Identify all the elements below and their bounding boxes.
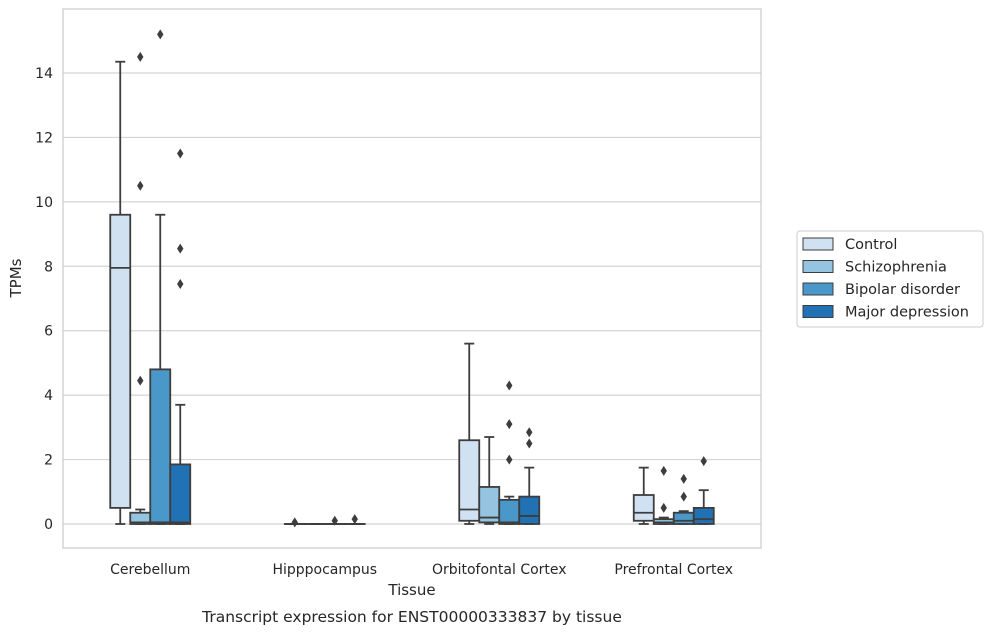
x-tick-label: Prefrontal Cortex: [614, 562, 733, 578]
plot-area-frame: [62, 8, 762, 549]
box-body: [672, 511, 695, 525]
y-tick-labels: 0 2 4 6 8 10 12 14: [35, 66, 53, 533]
y-tick-label: 12: [35, 130, 53, 146]
y-tick-label: 6: [44, 324, 53, 340]
legend-label: Control: [845, 237, 897, 253]
box-3-1: [652, 465, 675, 525]
box-marks: [109, 29, 715, 528]
grid-lines: [63, 72, 761, 525]
outlier-point: [680, 473, 687, 484]
outlier-point: [506, 419, 513, 430]
box-2-3: [518, 427, 541, 525]
box-2-0: [458, 342, 481, 525]
outlier-point: [291, 517, 298, 528]
box-2-2: [498, 380, 521, 525]
box-body: [458, 439, 481, 522]
outlier-point: [700, 456, 707, 467]
outlier-point: [177, 148, 184, 159]
y-tick-label: 4: [44, 388, 53, 404]
box-body: [518, 495, 541, 525]
legend-frame: [796, 230, 984, 328]
y-tick-label: 0: [44, 517, 53, 533]
box-body: [632, 494, 655, 522]
y-tick-label: 14: [35, 66, 53, 82]
legend-label: Schizophrenia: [845, 260, 947, 276]
box-3-2: [672, 473, 695, 525]
outlier-point: [680, 491, 687, 502]
outlier-point: [331, 515, 338, 526]
outlier-point: [660, 502, 667, 513]
outlier-point: [506, 380, 513, 391]
outlier-point: [660, 465, 667, 476]
box-body: [692, 506, 715, 525]
y-tick-label: 10: [35, 195, 53, 211]
box-body: [149, 368, 172, 525]
legend-swatch: [802, 305, 834, 318]
box-body: [169, 463, 192, 525]
box-body: [498, 498, 521, 525]
y-tick-label: 8: [44, 259, 53, 275]
box-1-0: [283, 517, 306, 528]
outlier-point: [526, 427, 533, 438]
legend-swatch: [802, 260, 834, 273]
box-2-1: [478, 436, 501, 525]
x-tick-labels: Cerebellum Hipppocampus Orbitofontal Corte…: [110, 562, 733, 578]
box-3-0: [632, 466, 655, 525]
outlier-point: [506, 454, 513, 465]
box-body: [109, 213, 132, 509]
y-tick-label: 2: [44, 453, 53, 469]
box-0-1: [129, 51, 152, 525]
x-tick-label: Orbitofontal Cortex: [432, 562, 567, 578]
legend-swatch: [802, 237, 834, 251]
box-0-0: [109, 60, 132, 525]
legend-label: Bipolar disorder: [845, 282, 960, 298]
chart-caption: Transcript expression for ENST0000033383…: [201, 608, 622, 626]
x-tick-label: Hipppocampus: [272, 562, 377, 578]
box-1-2: [323, 515, 346, 526]
legend: Control Schizophrenia Bipolar disorder Majo…: [796, 230, 984, 328]
box-0-2: [149, 29, 172, 525]
box-1-3: [343, 514, 366, 525]
outlier-point: [137, 375, 144, 386]
x-axis-title: Tissue: [387, 581, 435, 599]
outlier-point: [177, 243, 184, 254]
box-3-3: [692, 456, 715, 525]
outlier-point: [177, 279, 184, 290]
x-tick-label: Cerebellum: [110, 562, 190, 578]
outlier-point: [137, 51, 144, 62]
legend-label: Major depression: [845, 305, 969, 321]
legend-swatch: [802, 282, 834, 296]
y-axis-title: TPMs: [7, 258, 25, 298]
outlier-point: [157, 29, 164, 40]
outlier-point: [526, 438, 533, 449]
outlier-point: [351, 514, 358, 525]
box-0-3: [169, 148, 192, 525]
outlier-point: [137, 180, 144, 191]
